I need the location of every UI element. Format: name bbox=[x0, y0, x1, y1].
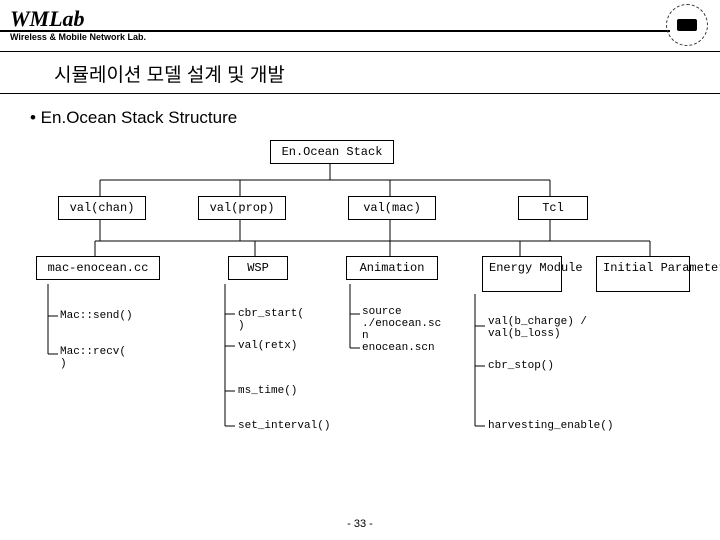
leaf-set-interval: set_interval() bbox=[238, 420, 330, 432]
node-wsp: WSP bbox=[228, 256, 288, 280]
leaf-cbr-stop: cbr_stop() bbox=[488, 360, 554, 372]
leaf-mac-recv: Mac::recv( ) bbox=[60, 346, 126, 370]
node-val-prop: val(prop) bbox=[198, 196, 286, 220]
subtitle: • En.Ocean Stack Structure bbox=[30, 108, 690, 128]
node-initial-params: Initial Parameters bbox=[596, 256, 690, 292]
leaf-val-bcharge: val(b_charge) / val(b_loss) bbox=[488, 316, 587, 340]
page-footer: - 33 - bbox=[0, 518, 720, 530]
logo-underline bbox=[0, 30, 670, 32]
body: • En.Ocean Stack Structure bbox=[0, 94, 720, 506]
header: WMLab Wireless & Mobile Network Lab. bbox=[0, 0, 720, 52]
node-energy-module: Energy Module bbox=[482, 256, 562, 292]
leaf-cbr-start: cbr_start( ) bbox=[238, 308, 304, 332]
page-title: 시뮬레이션 모델 설계 및 개발 bbox=[54, 65, 285, 86]
node-val-mac: val(mac) bbox=[348, 196, 436, 220]
tree-diagram: En.Ocean Stack val(chan) val(prop) val(m… bbox=[30, 136, 690, 506]
node-tcl: Tcl bbox=[518, 196, 588, 220]
leaf-mac-send: Mac::send() bbox=[60, 310, 133, 322]
node-animation: Animation bbox=[346, 256, 438, 280]
leaf-source-enocean: source ./enocean.sc n bbox=[362, 306, 441, 342]
leaf-enocean-scn: enocean.scn bbox=[362, 342, 435, 354]
seal-icon bbox=[666, 4, 708, 46]
leaf-ms-time: ms_time() bbox=[238, 385, 297, 397]
logo-title: WMLab bbox=[0, 0, 720, 32]
node-root: En.Ocean Stack bbox=[270, 140, 394, 164]
node-val-chan: val(chan) bbox=[58, 196, 146, 220]
node-mac-enocean: mac-enocean.cc bbox=[36, 256, 160, 280]
title-bar: 시뮬레이션 모델 설계 및 개발 bbox=[0, 52, 720, 94]
leaf-val-retx: val(retx) bbox=[238, 340, 297, 352]
leaf-harvesting-enable: harvesting_enable() bbox=[488, 420, 613, 432]
logo-subtitle: Wireless & Mobile Network Lab. bbox=[0, 32, 720, 44]
